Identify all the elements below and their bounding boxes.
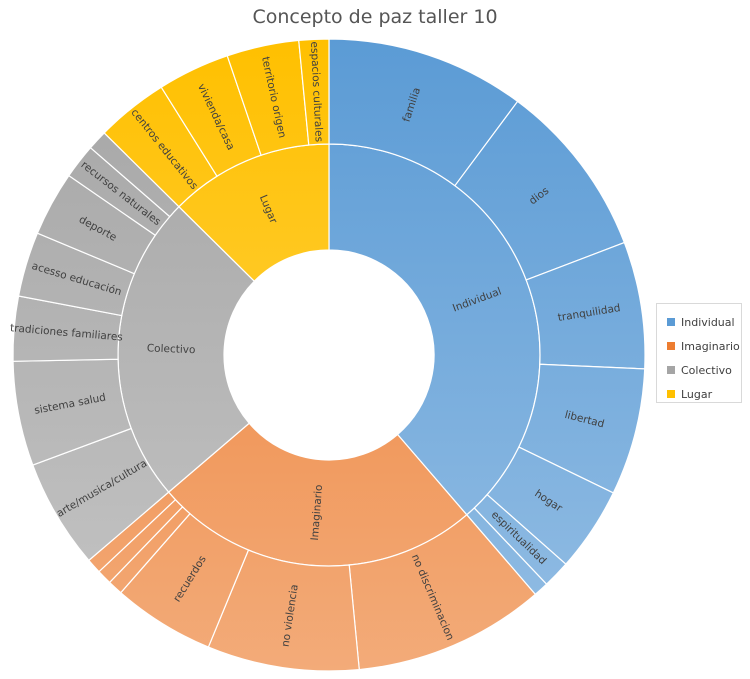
legend: Individual Imaginario Colectivo Lugar: [656, 303, 742, 403]
inner-ring: [117, 143, 541, 567]
legend-swatch-individual: [667, 318, 675, 326]
chart-title: Concepto de paz taller 10: [252, 6, 498, 28]
outer-label-espacios-culturales: espacios culturales: [308, 41, 325, 142]
legend-label-colectivo: Colectivo: [681, 363, 732, 377]
inner-label-imaginario: Imaginario: [309, 484, 325, 541]
legend-label-imaginario: Imaginario: [681, 339, 740, 353]
outer-ring: [12, 38, 646, 672]
legend-item-imaginario: Imaginario: [667, 334, 741, 358]
legend-item-individual: Individual: [667, 310, 741, 334]
inner-label-colectivo: Colectivo: [147, 342, 196, 356]
legend-swatch-lugar: [667, 390, 675, 398]
legend-swatch-colectivo: [667, 366, 675, 374]
legend-swatch-imaginario: [667, 342, 675, 350]
legend-label-lugar: Lugar: [681, 387, 713, 401]
outer-segment-espacios-culturales[interactable]: [298, 38, 330, 146]
legend-item-colectivo: Colectivo: [667, 358, 741, 382]
legend-item-lugar: Lugar: [667, 382, 741, 406]
legend-label-individual: Individual: [681, 315, 735, 329]
